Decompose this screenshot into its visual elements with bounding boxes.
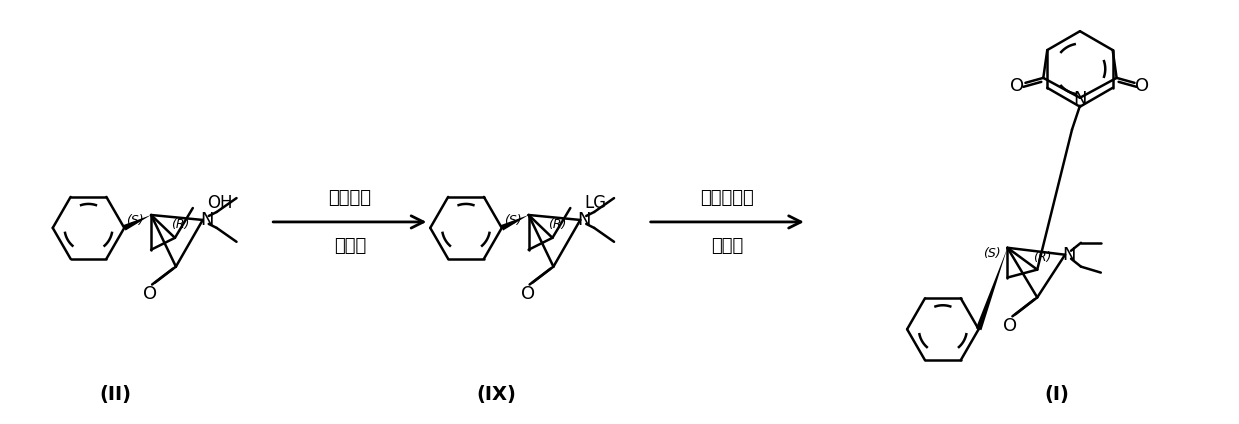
Text: (IX): (IX)	[476, 385, 515, 404]
Text: N: N	[199, 211, 213, 229]
Text: (S): (S)	[126, 215, 144, 227]
Text: (II): (II)	[99, 385, 131, 404]
Text: 步骤一: 步骤一	[333, 237, 366, 255]
Text: LG: LG	[585, 194, 606, 212]
Text: 酞酰亚胺钾: 酞酰亚胺钾	[700, 189, 755, 207]
Polygon shape	[976, 248, 1007, 330]
Text: (R): (R)	[548, 218, 566, 232]
Text: (S): (S)	[504, 215, 522, 227]
Text: (S): (S)	[983, 247, 1000, 260]
Text: O: O	[142, 285, 157, 304]
Text: N: N	[1073, 90, 1087, 108]
Text: O: O	[1004, 317, 1017, 335]
Text: 活化试剂: 活化试剂	[328, 189, 372, 207]
Text: 步骤二: 步骤二	[711, 237, 743, 255]
Text: O: O	[1135, 77, 1150, 95]
Text: (R): (R)	[1033, 251, 1052, 264]
Polygon shape	[123, 215, 151, 231]
Polygon shape	[501, 215, 529, 231]
Text: O: O	[1010, 77, 1025, 95]
Text: N: N	[577, 211, 591, 229]
Text: O: O	[520, 285, 535, 304]
Text: (I): (I)	[1044, 385, 1069, 404]
Text: OH: OH	[207, 194, 232, 212]
Text: (R): (R)	[171, 218, 190, 232]
Text: N: N	[1062, 246, 1075, 264]
